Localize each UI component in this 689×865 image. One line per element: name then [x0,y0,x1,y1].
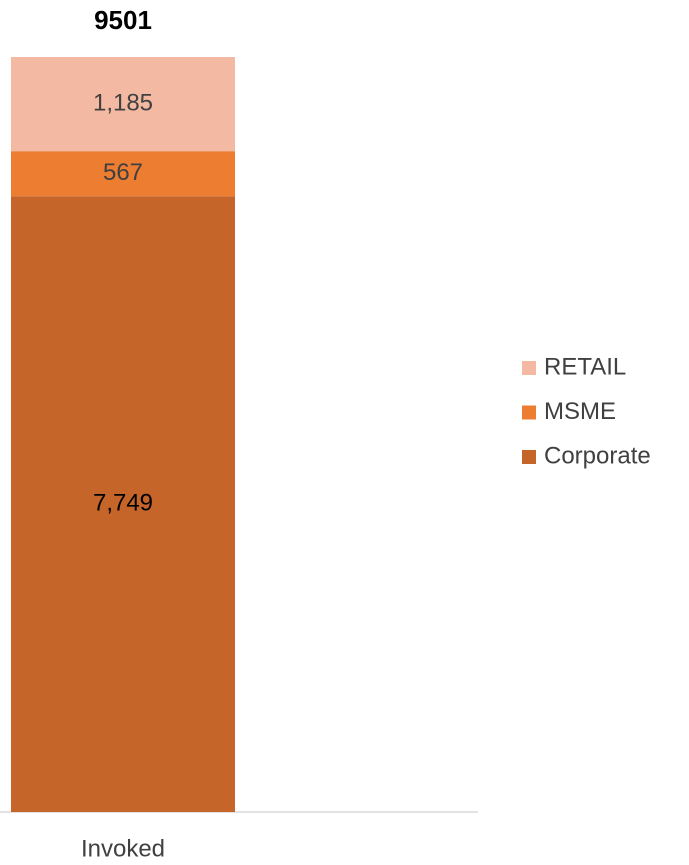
legend-swatch [522,405,536,420]
bar-segment [11,151,235,197]
bar-segment [11,196,235,812]
legend-label: MSME [544,398,616,425]
legend-swatch [522,450,536,464]
x-tick-label: Invoked [81,835,165,862]
legend-swatch [522,361,536,375]
legend-label: RETAIL [544,353,626,380]
total-label: 9501 [94,5,152,35]
value-label: 567 [103,159,143,186]
bar-segment [11,57,235,152]
legend-label: Corporate [544,442,651,469]
value-label: 1,185 [93,89,153,116]
value-label: 7,749 [93,489,153,516]
